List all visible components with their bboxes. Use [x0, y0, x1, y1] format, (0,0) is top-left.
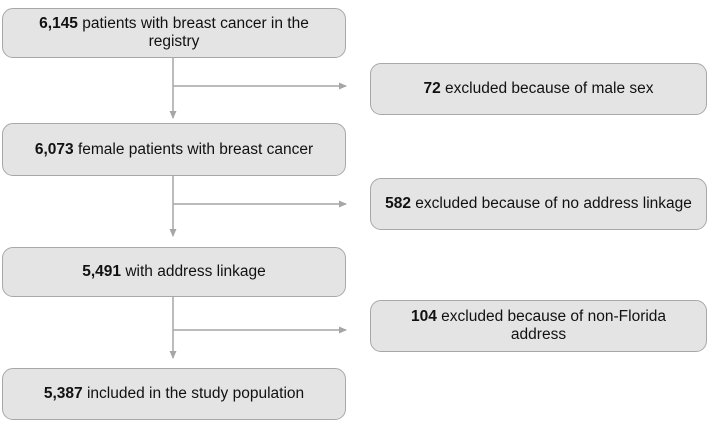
- box-label: female patients with breast cancer: [77, 140, 314, 158]
- box-label: included in the study population: [86, 385, 305, 403]
- flow-box-study-population: 5,387 included in the study population: [2, 368, 346, 420]
- box-count: 6,073: [34, 140, 74, 158]
- box-count: 582: [385, 195, 411, 213]
- box-label: excluded because of no address linkage: [415, 195, 692, 213]
- box-count: 104: [410, 308, 437, 326]
- exclusion-box-non-florida: 104 excluded because of non-Florida addr…: [370, 300, 707, 352]
- box-count: 72: [423, 80, 441, 98]
- box-label: with address linkage: [125, 263, 266, 281]
- box-label: excluded because of male sex: [445, 80, 654, 98]
- flow-box-registry-total: 6,145 patients with breast cancer in the…: [2, 8, 346, 58]
- box-label: excluded because of non-Florida address: [441, 308, 667, 343]
- flow-box-female-patients: 6,073 female patients with breast cancer: [2, 123, 346, 176]
- box-label: patients with breast cancer in the regis…: [82, 15, 309, 50]
- box-count: 6,145: [39, 15, 78, 33]
- flow-box-address-linkage: 5,491 with address linkage: [2, 247, 346, 297]
- box-count: 5,387: [43, 385, 83, 403]
- exclusion-box-no-address-linkage: 582 excluded because of no address linka…: [370, 178, 707, 230]
- exclusion-box-male-sex: 72 excluded because of male sex: [370, 63, 707, 115]
- box-count: 5,491: [82, 263, 122, 281]
